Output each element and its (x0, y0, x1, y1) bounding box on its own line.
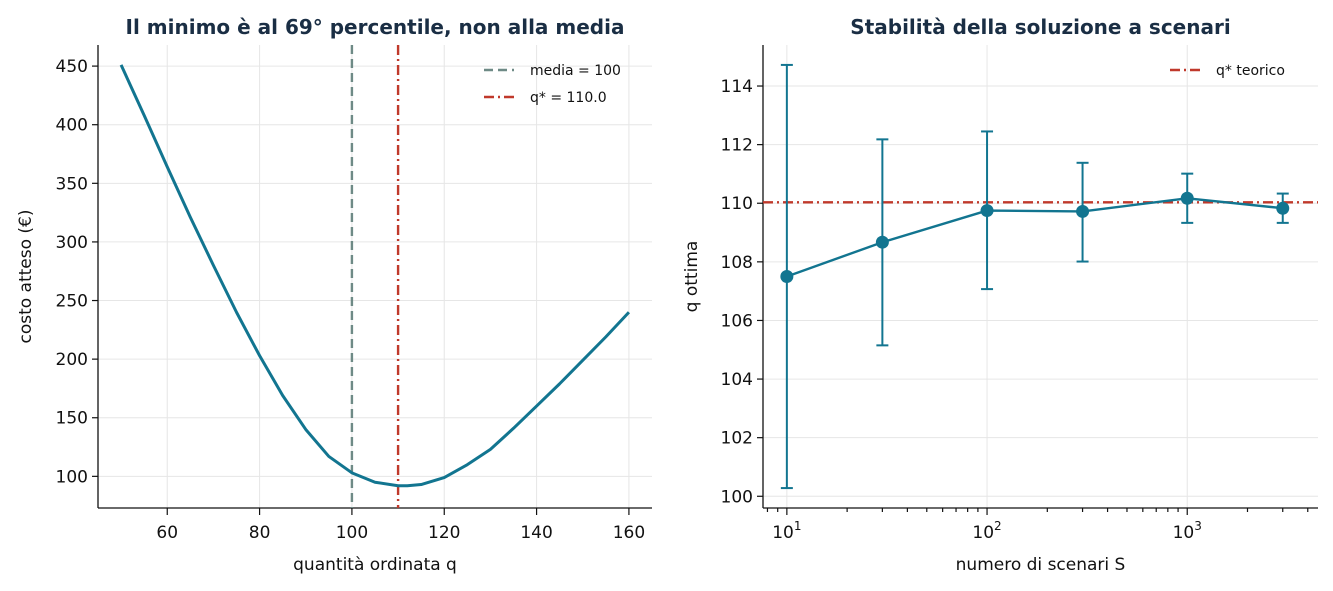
y-tick-label: 112 (721, 136, 753, 156)
legend-label: q* = 110.0 (530, 90, 607, 106)
y-tick-label: 150 (56, 409, 88, 429)
y-tick-label: 108 (721, 253, 753, 273)
legend-label: q* teorico (1216, 63, 1285, 79)
data-point (980, 204, 994, 218)
y-axis-label: costo atteso (€) (16, 209, 36, 343)
y-tick-label: 250 (56, 292, 88, 312)
y-tick-label: 400 (56, 116, 88, 136)
data-point (1276, 201, 1290, 215)
series-line (119, 64, 631, 488)
y-tick-label: 100 (721, 487, 753, 507)
y-tick-label: 106 (721, 311, 753, 331)
y-tick-label: 450 (56, 57, 88, 77)
data-point (875, 235, 889, 249)
data-point (780, 270, 794, 283)
series-line (786, 197, 1283, 278)
y-tick-label: 102 (721, 429, 753, 449)
x-tick-label: 103 (1173, 519, 1202, 543)
x-tick-label: 100 (336, 523, 368, 543)
x-axis-label: quantità ordinata q (293, 555, 457, 575)
y-tick-label: 104 (721, 370, 753, 390)
y-tick-label: 114 (721, 77, 753, 97)
chart-title: Il minimo è al 69° percentile, non alla … (126, 15, 625, 39)
y-tick-label: 110 (721, 194, 753, 214)
x-tick-label: 120 (428, 523, 460, 543)
x-tick-label: 160 (613, 523, 645, 543)
data-point (1180, 191, 1194, 205)
x-tick-label: 140 (520, 523, 552, 543)
y-axis-label: q ottima (682, 241, 702, 313)
x-tick-label: 80 (249, 523, 271, 543)
y-tick-label: 200 (56, 350, 88, 370)
y-tick-label: 350 (56, 174, 88, 194)
right-chart-panel: 100 102 104 106 108 110 112 114 101 102 103 Stabili… (682, 15, 1318, 575)
legend-label: media = 100 (530, 63, 621, 79)
y-tick-label: 100 (56, 467, 88, 487)
chart-title: Stabilità della soluzione a scenari (850, 15, 1230, 39)
x-tick-label: 101 (772, 519, 801, 543)
left-chart-panel: 100 150 200 250 300 350 400 450 60 80 100 120 140 160… (16, 15, 652, 575)
data-point (1076, 204, 1090, 218)
x-tick-label: 102 (972, 519, 1001, 543)
y-tick-label: 300 (56, 233, 88, 253)
x-tick-label: 60 (156, 523, 178, 543)
x-axis-label: numero di scenari S (956, 555, 1126, 575)
